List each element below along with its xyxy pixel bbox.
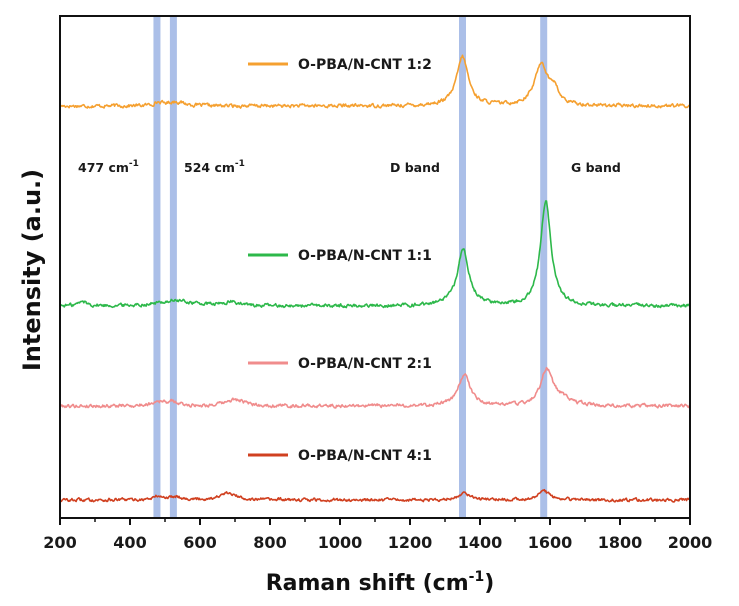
x-tick-label: 1200 (388, 533, 433, 552)
x-tick-label: 1600 (528, 533, 573, 552)
band-annotation-sup: -1 (235, 159, 245, 169)
legend-label-1: O-PBA/N-CNT 1:1 (298, 248, 432, 264)
series-line-3 (59, 488, 691, 503)
highlight-band-0 (153, 16, 161, 518)
band-annotation-3: G band (571, 160, 621, 175)
band-annotation-sup: -1 (129, 159, 139, 169)
highlight-band-2 (459, 16, 466, 518)
legend-label-2: O-PBA/N-CNT 2:1 (298, 356, 432, 372)
x-tick-label: 2000 (668, 533, 713, 552)
highlight-bands (153, 16, 548, 518)
legend-label-3: O-PBA/N-CNT 4:1 (298, 448, 432, 464)
x-axis-title-main: Raman shift (cm (266, 571, 469, 596)
band-annotation-0: 477 cm-1 (78, 159, 139, 175)
x-tick-label: 200 (43, 533, 76, 552)
y-axis-title: Intensity (a.u.) (18, 169, 46, 371)
highlight-band-1 (169, 16, 177, 518)
band-annotation-text: 477 cm (78, 160, 129, 175)
band-annotation-2: D band (390, 160, 440, 175)
highlight-band-3 (540, 16, 548, 518)
band-annotation-text: D band (390, 160, 440, 175)
x-axis-title-close: ) (484, 571, 494, 596)
x-tick-label: 400 (113, 533, 146, 552)
x-axis-title: Raman shift (cm-1) (266, 569, 495, 596)
series-line-0 (59, 54, 691, 109)
series-line-1 (59, 200, 691, 309)
x-tick-label: 800 (253, 533, 286, 552)
series-lines (59, 54, 691, 503)
band-annotation-1: 524 cm-1 (184, 159, 245, 175)
x-axis-title-sup: -1 (469, 569, 485, 585)
band-annotation-text: 524 cm (184, 160, 235, 175)
x-tick-label: 600 (183, 533, 216, 552)
band-annotations: 477 cm-1 524 cm-1 D band G band (78, 159, 621, 175)
series-line-2 (59, 366, 691, 409)
legend-label-0: O-PBA/N-CNT 1:2 (298, 57, 432, 73)
x-ticks: 200 400 600 800 1000 1200 1400 1600 1800 2000 (43, 518, 712, 552)
x-tick-label: 1800 (598, 533, 643, 552)
band-annotation-text: G band (571, 160, 621, 175)
x-tick-label: 1000 (318, 533, 363, 552)
x-tick-label: 1400 (458, 533, 503, 552)
legend: O-PBA/N-CNT 1:2 O-PBA/N-CNT 1:1 O-PBA/N-CN… (248, 57, 432, 464)
